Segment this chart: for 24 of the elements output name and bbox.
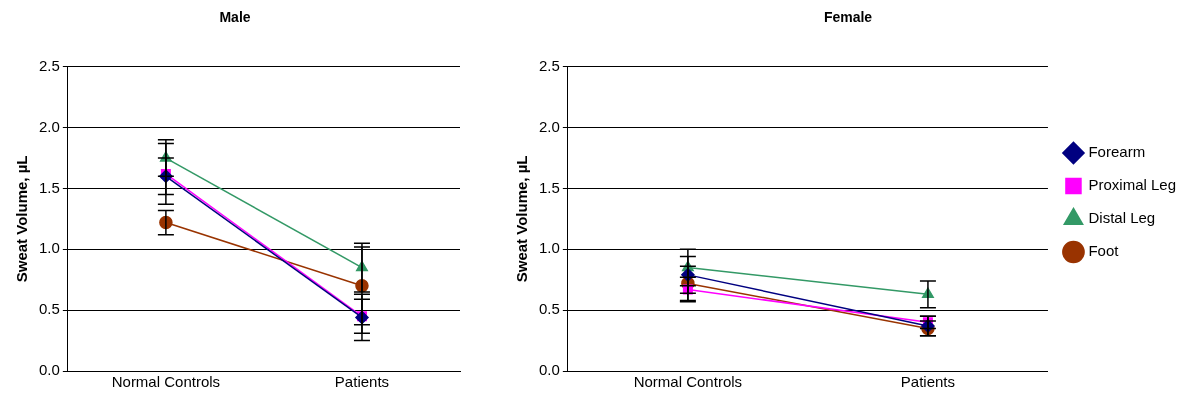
- legend-label: Forearm: [1088, 143, 1146, 161]
- y-tick-label: 2.5: [538, 56, 560, 74]
- legend-label: Foot: [1088, 242, 1120, 260]
- x-tick-label: Normal Controls: [633, 373, 743, 391]
- y-axis-title: Sweat Volume, µL: [513, 155, 531, 283]
- y-axis-title: Sweat Volume, µL: [13, 155, 31, 283]
- legend-label: Distal Leg: [1088, 209, 1156, 227]
- y-tick-label: 1.0: [38, 239, 60, 257]
- y-tick-label: 2.0: [38, 117, 60, 135]
- legend-label: Proximal Leg: [1088, 176, 1177, 194]
- x-tick-label: Patients: [900, 373, 956, 391]
- y-tick-label: 0.0: [38, 361, 60, 379]
- y-tick-label: 1.5: [38, 178, 60, 196]
- y-tick-label: 0.0: [538, 361, 560, 379]
- y-tick-label: 2.0: [538, 117, 560, 135]
- y-tick-label: 0.5: [38, 300, 60, 318]
- chart-title: Female: [823, 9, 873, 26]
- y-tick-label: 0.5: [538, 300, 560, 318]
- x-tick-label: Patients: [334, 373, 390, 391]
- chart-title: Male: [219, 9, 251, 26]
- y-tick-label: 2.5: [38, 56, 60, 74]
- y-tick-label: 1.0: [538, 239, 560, 257]
- y-tick-label: 1.5: [538, 178, 560, 196]
- x-tick-label: Normal Controls: [111, 373, 221, 391]
